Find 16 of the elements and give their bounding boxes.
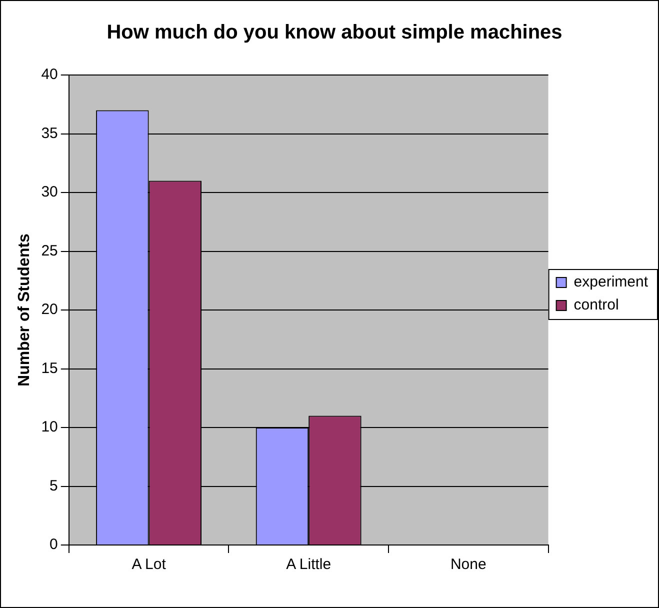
x-tick-label: A Little [286,556,332,574]
y-tick-label: 20 [41,301,58,318]
chart-title: How much do you know about simple machines [106,22,562,44]
y-tick-label: 10 [41,418,58,436]
y-tick-label: 30 [41,184,58,201]
legend-label: control [574,296,619,314]
y-tick-label: 5 [50,477,58,494]
y-tick-label: 15 [41,360,58,377]
y-axis-title: Number of Students [16,233,34,386]
y-tick-label: 35 [41,124,58,142]
y-tick-label: 0 [50,536,58,554]
x-tick-label: A Lot [132,556,167,574]
x-tick-label: None [450,556,486,574]
y-tick-label: 25 [41,242,58,260]
legend-label: experiment [574,274,649,291]
y-tick-label: 40 [41,66,58,84]
